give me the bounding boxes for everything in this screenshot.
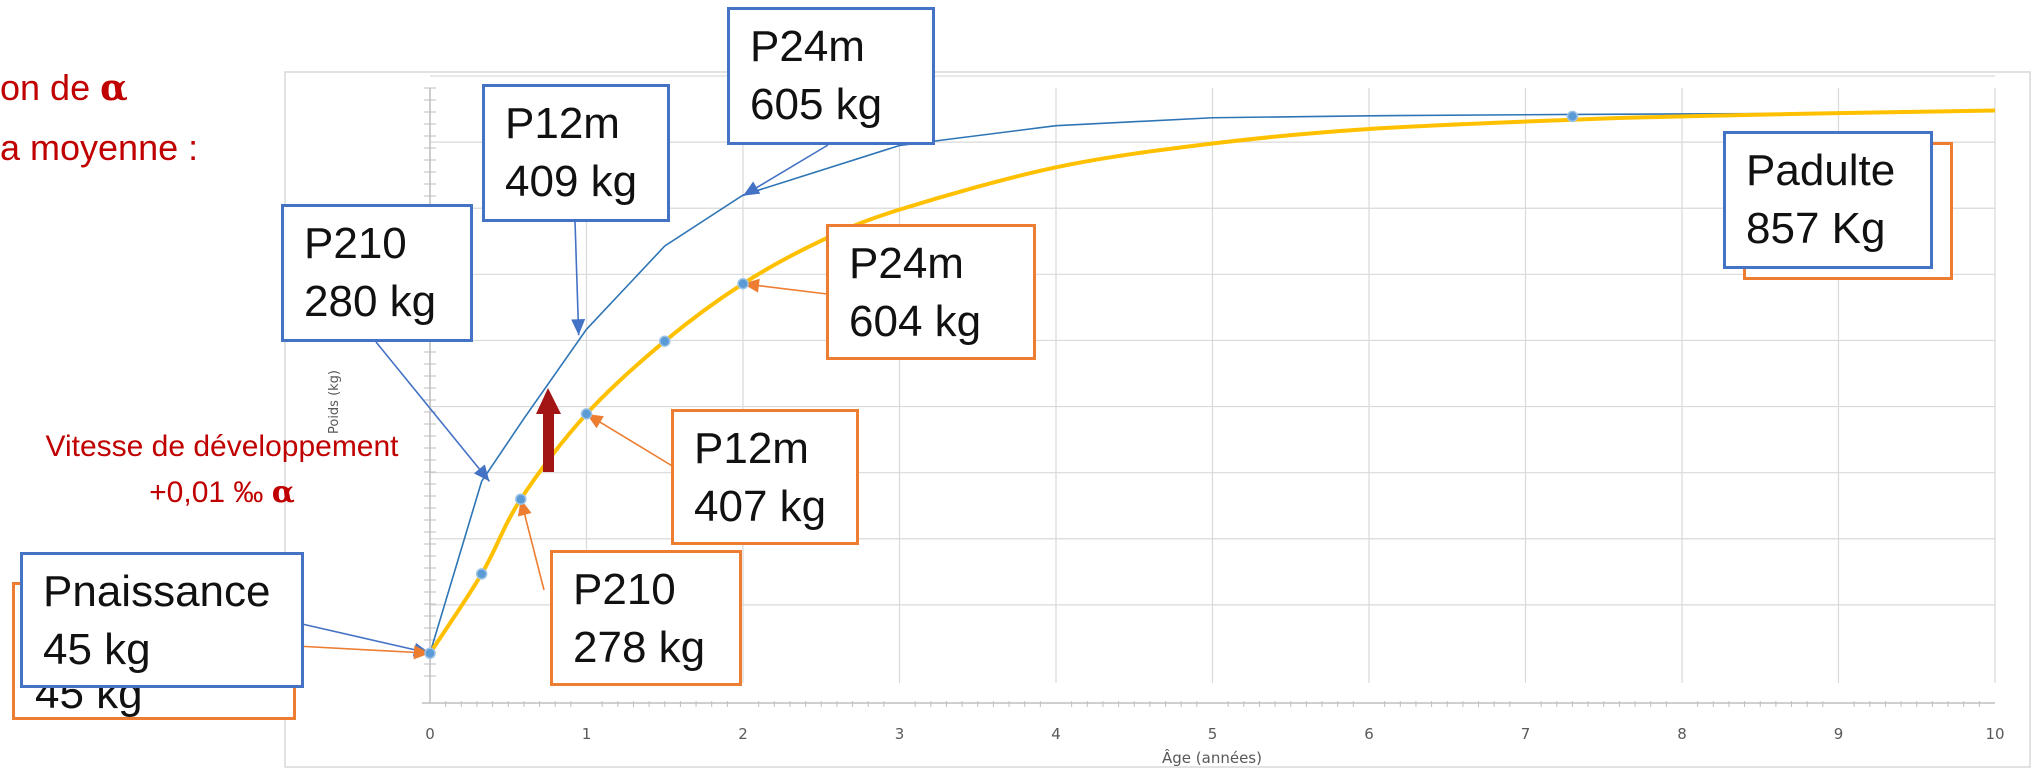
- header-line2: a moyenne :: [0, 127, 199, 168]
- data-marker: [580, 408, 593, 420]
- x-axis-title: Âge (années): [1162, 748, 1262, 767]
- callout-p24m-orange-name: P24m: [849, 239, 964, 288]
- data-marker: [659, 335, 671, 347]
- callout-pnaissance-value: 45 kg: [43, 625, 151, 674]
- x-tick-label: 8: [1677, 725, 1687, 743]
- series-line-blue: [429, 112, 1870, 654]
- growth-up-arrow: [536, 388, 561, 472]
- arrow-p210-blue: [375, 341, 491, 482]
- x-tick-label: 5: [1208, 725, 1218, 743]
- speed-annotation-line1: Vitesse de développement: [45, 430, 399, 463]
- x-tick-label: 3: [895, 725, 905, 743]
- data-marker: [737, 277, 749, 290]
- arrow-p12m-blue: [574, 220, 580, 336]
- marker-layer: [424, 110, 1579, 659]
- alpha-symbol-speed: α: [271, 475, 295, 510]
- arrow-p12m-orange: [586, 413, 675, 468]
- callout-padulte: Padulte 857 Kg: [1723, 131, 1933, 269]
- y-axis-title: Poids (kg): [327, 370, 342, 434]
- arrow-pnaissance-orange-head: [413, 645, 430, 660]
- callout-p210-blue-value: 280 kg: [304, 277, 437, 326]
- data-marker: [475, 568, 488, 580]
- header-line1-prefix: on de: [0, 67, 101, 108]
- callout-arrows: [295, 144, 829, 660]
- alpha-symbol: α: [100, 67, 128, 109]
- callout-p210-orange-value: 278 kg: [573, 623, 706, 672]
- callout-p24m-blue-value: 605 kg: [750, 80, 883, 129]
- x-tick-label: 7: [1521, 725, 1531, 743]
- arrow-p210-blue-head: [473, 464, 490, 482]
- x-tick-label: 0: [425, 725, 435, 743]
- callout-p12m-blue-name: P12m: [505, 99, 620, 148]
- callout-p12m-blue: P12m 409 kg: [482, 84, 670, 222]
- data-marker: [424, 647, 436, 659]
- callout-pnaissance: Pnaissance 45 kg: [20, 552, 304, 688]
- x-tick-label: 6: [1364, 725, 1374, 743]
- callout-p12m-orange-name: P12m: [694, 424, 809, 473]
- arrow-pnaissance-blue: [301, 623, 431, 655]
- callout-p12m-orange-value: 407 kg: [694, 482, 827, 531]
- callout-p210-orange: P210 278 kg: [550, 550, 742, 686]
- callout-padulte-value: 857 Kg: [1746, 204, 1886, 253]
- callout-p24m-orange: P24m 604 kg: [826, 224, 1036, 360]
- callout-p24m-blue: P24m 605 kg: [727, 7, 935, 145]
- series-line-yellow: [428, 108, 1996, 655]
- callout-p210-blue: P210 280 kg: [281, 204, 473, 342]
- x-tick-label: 1: [582, 725, 592, 743]
- x-tick-label: 2: [738, 725, 748, 743]
- callout-p12m-blue-value: 409 kg: [505, 157, 638, 206]
- callout-padulte-name: Padulte: [1746, 146, 1896, 195]
- plot-area-border: [284, 71, 2031, 768]
- section-header-fragment: on de α a moyenne :: [0, 58, 198, 178]
- data-marker: [1566, 110, 1579, 123]
- callout-p24m-orange-value: 604 kg: [849, 297, 982, 346]
- series-layer: [428, 108, 1996, 655]
- speed-annotation-line2: +0,01 ‰: [149, 476, 272, 509]
- speed-annotation: Vitesse de développement +0,01 ‰ α: [0, 424, 444, 516]
- callout-p210-orange-name: P210: [573, 565, 676, 614]
- x-tick-label: 10: [1985, 725, 2004, 743]
- arrow-pnaissance-orange: [295, 645, 431, 655]
- arrow-p24m-orange-head: [743, 278, 760, 293]
- arrow-p24m-blue: [742, 144, 829, 197]
- callout-p12m-orange: P12m 407 kg: [671, 409, 859, 545]
- callout-p24m-blue-name: P24m: [750, 22, 865, 71]
- callout-pnaissance-name: Pnaissance: [43, 567, 271, 616]
- x-tick-label: 4: [1051, 725, 1061, 743]
- callout-p210-blue-name: P210: [304, 219, 407, 268]
- x-tick-label: 9: [1834, 725, 1844, 743]
- arrow-p12m-blue-head: [571, 319, 586, 336]
- arrow-p24m-blue-head: [743, 181, 761, 196]
- data-marker: [515, 493, 527, 505]
